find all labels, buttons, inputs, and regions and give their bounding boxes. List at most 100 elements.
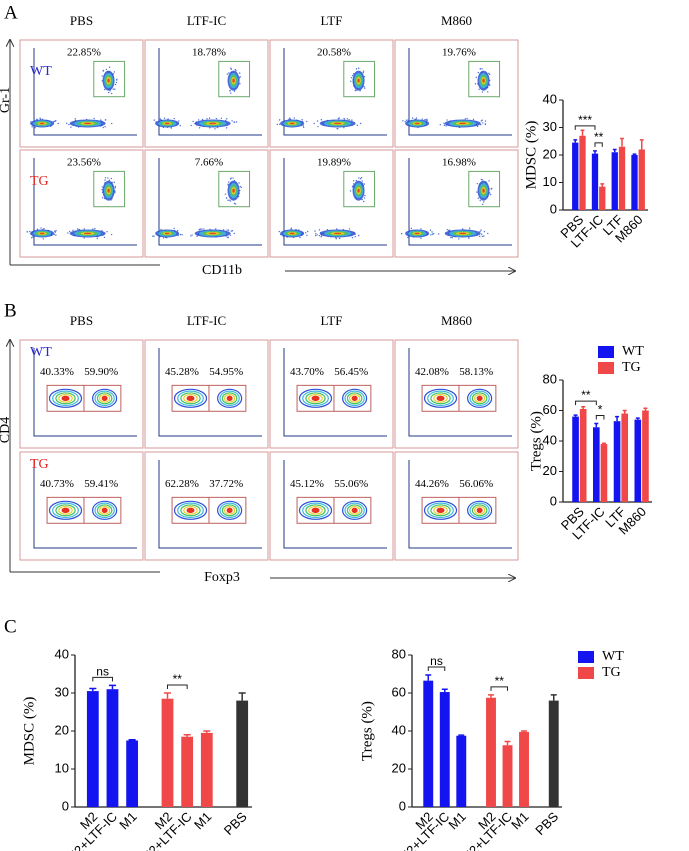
event-dot [446, 119, 448, 121]
gate [343, 60, 376, 98]
x-tick-label: M1 [116, 809, 139, 832]
gate-percentage: 58.13% [459, 366, 493, 378]
error-bar [488, 694, 494, 698]
contour-line [433, 505, 448, 515]
event-dot [199, 228, 202, 230]
contour-core [101, 507, 108, 514]
event-dot [351, 74, 354, 77]
event-dot [100, 119, 102, 121]
sig-label: *** [578, 113, 592, 127]
event-dot [234, 203, 237, 205]
event-dot [225, 127, 228, 129]
bar [638, 149, 645, 210]
error-bar [108, 684, 117, 690]
y-tick-label: 0 [550, 201, 557, 216]
event-dot [431, 233, 434, 235]
event-dot [238, 182, 240, 184]
event-dot [226, 229, 228, 231]
event-dot [102, 70, 104, 72]
contour-line [308, 393, 323, 403]
bar [548, 700, 559, 807]
flow-plot: 45.28% 54.95% [144, 339, 269, 449]
sig-bracket [167, 684, 188, 689]
event-dot [420, 237, 422, 240]
contour-core [61, 507, 70, 514]
error-bar [612, 148, 617, 153]
event-dot [358, 67, 360, 69]
event-dot [320, 119, 323, 121]
event-dot [478, 88, 480, 91]
event-dot [468, 237, 470, 239]
error-bar [580, 129, 585, 136]
column-title: LTF [321, 13, 343, 28]
bar [161, 698, 174, 807]
event-dot [70, 126, 72, 128]
event-dot [458, 238, 460, 240]
gate-percentage: 40.73% [40, 478, 74, 490]
event-dot [415, 117, 418, 119]
plot-frame [269, 39, 394, 148]
contour-line [221, 504, 238, 517]
event-dot [34, 127, 36, 129]
column-title: M860 [441, 13, 472, 28]
event-dot [354, 89, 356, 92]
event-dot [93, 117, 95, 120]
event-dot [235, 121, 238, 123]
error-bar [622, 409, 627, 414]
error-bar [573, 139, 578, 143]
gate-percentage: 40.33% [40, 366, 74, 378]
error-bar [594, 422, 599, 428]
y-tick-label: 40 [543, 91, 557, 106]
density-blob [357, 78, 360, 83]
axis-label: CD11b [202, 263, 242, 278]
event-dot [110, 233, 113, 236]
density-blob [459, 232, 467, 235]
gate-percentage: 43.70% [290, 366, 324, 378]
plot-frame [19, 39, 144, 148]
flow-plot: 20.58% [269, 39, 394, 148]
gate [93, 170, 126, 208]
event-dot [104, 177, 107, 179]
bar [86, 691, 99, 807]
event-dot [472, 118, 475, 121]
event-dot [320, 236, 322, 238]
contour-line [308, 505, 323, 515]
event-dot [313, 122, 315, 125]
event-dot [363, 197, 366, 199]
contour-line [217, 500, 243, 520]
contour-line [423, 500, 458, 520]
error-bar [632, 153, 637, 155]
column-title: LTF [321, 313, 343, 328]
bar [486, 697, 496, 807]
flow-plot: 43.70% 56.45% [269, 339, 394, 449]
axis-label: Foxp3 [204, 570, 240, 585]
gate-percentage: 59.41% [84, 478, 118, 490]
event-dot [228, 199, 230, 201]
contour-core [436, 395, 445, 402]
bar [618, 146, 626, 210]
sig-label: * [598, 403, 603, 417]
contour-line [305, 392, 326, 405]
flow-plot: 23.56% [19, 149, 144, 258]
event-dot [474, 83, 477, 85]
event-dot [179, 125, 181, 127]
event-dot [479, 68, 481, 70]
event-dot [301, 119, 303, 121]
bar [621, 413, 629, 502]
event-dot [314, 234, 317, 237]
event-dot [229, 200, 232, 202]
event-dot [352, 180, 355, 182]
event-dot [276, 123, 279, 126]
bar [106, 689, 119, 807]
event-dot [402, 120, 404, 122]
plot-axes [158, 48, 262, 136]
event-dot [108, 66, 111, 68]
density-blob [232, 78, 235, 83]
event-dot [335, 238, 337, 240]
event-dot [36, 228, 39, 231]
event-dot [343, 127, 345, 129]
event-dot [489, 193, 492, 196]
row-label: WT [30, 64, 52, 79]
event-dot [468, 227, 471, 229]
event-dot [77, 228, 79, 230]
